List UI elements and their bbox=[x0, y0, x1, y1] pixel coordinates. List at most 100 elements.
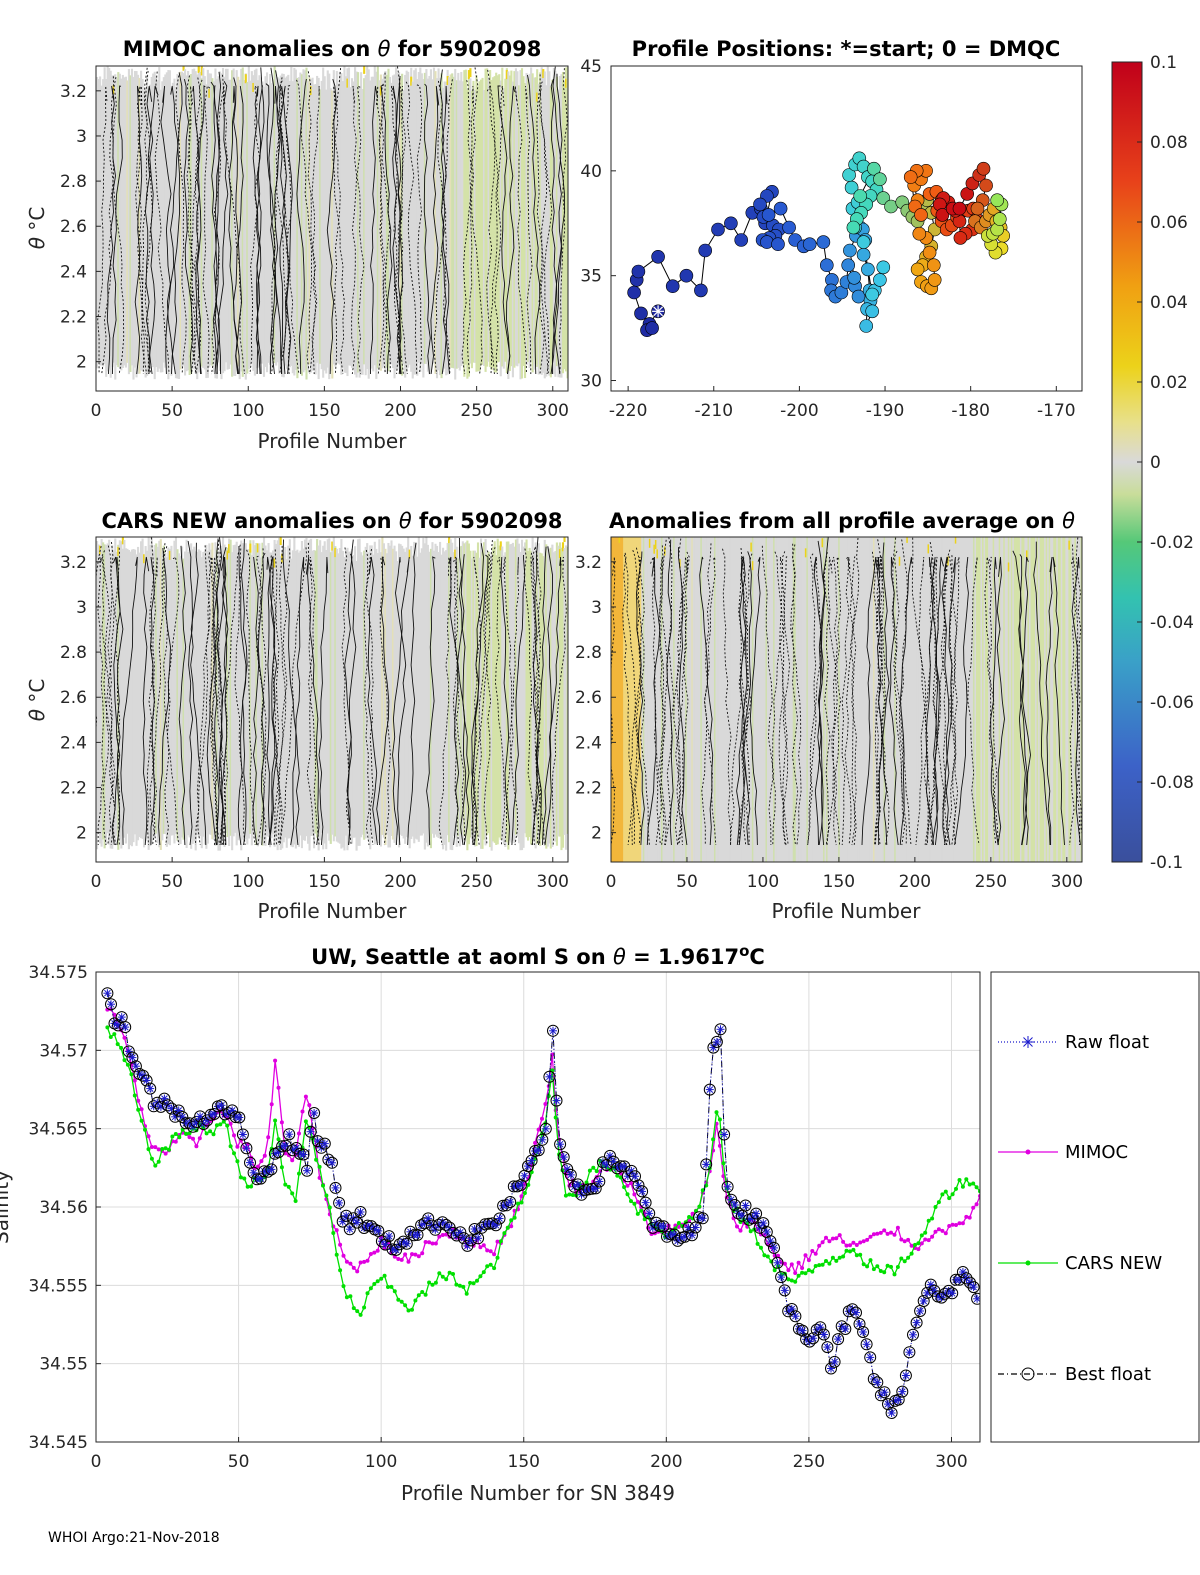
y-tick-label: 35 bbox=[580, 267, 602, 287]
profile-position bbox=[979, 178, 993, 193]
heat-cell bbox=[121, 548, 124, 837]
heat-cell bbox=[682, 537, 685, 862]
mimoc-point bbox=[717, 1143, 722, 1148]
cars-new-point bbox=[403, 1303, 408, 1308]
heat-cell bbox=[1069, 537, 1072, 862]
raw-float-point bbox=[702, 1161, 710, 1168]
contour-line bbox=[341, 547, 352, 846]
heat-cell bbox=[768, 537, 771, 862]
best-float-point bbox=[240, 1142, 253, 1155]
x-tick-label: 250 bbox=[793, 1452, 825, 1472]
heat-cell bbox=[275, 543, 278, 836]
start-marker bbox=[653, 306, 664, 317]
heat-cell bbox=[225, 68, 228, 363]
best-float-point bbox=[899, 1369, 912, 1382]
x-tick-label: -180 bbox=[951, 401, 990, 421]
raw-float-point bbox=[927, 1281, 935, 1288]
heat-cell bbox=[804, 537, 807, 862]
mimoc-point bbox=[303, 1094, 308, 1099]
heat-cell bbox=[1044, 537, 1047, 862]
contour-line bbox=[1072, 544, 1082, 838]
cars-new-point bbox=[584, 1180, 589, 1185]
contour-line bbox=[213, 556, 224, 846]
raw-float-point bbox=[517, 1181, 525, 1189]
raw-float-point bbox=[460, 1234, 468, 1242]
x-tick-label: 50 bbox=[161, 401, 183, 421]
contour-line bbox=[142, 556, 150, 846]
cars-new-point bbox=[108, 1035, 113, 1039]
mimoc-point bbox=[351, 1265, 356, 1270]
best-float-point bbox=[472, 1232, 485, 1245]
heat-cell bbox=[393, 545, 396, 843]
heat-cell bbox=[369, 80, 372, 370]
heat-cell bbox=[760, 537, 764, 862]
best-float-point bbox=[721, 1180, 734, 1193]
cars-new-point bbox=[279, 1165, 284, 1170]
heat-cell bbox=[680, 537, 683, 862]
heat-cell bbox=[539, 552, 542, 846]
heat-cell bbox=[525, 72, 528, 365]
mimoc-point bbox=[841, 1239, 846, 1244]
cars-new-point bbox=[618, 1175, 623, 1180]
heat-hot-cell bbox=[112, 85, 115, 95]
raw-float-point bbox=[891, 1397, 899, 1405]
heat-cell bbox=[819, 537, 823, 862]
heat-cell bbox=[704, 537, 708, 862]
heat-cell bbox=[422, 79, 425, 378]
heat-cell bbox=[366, 543, 369, 834]
heat-cell bbox=[513, 71, 516, 368]
heat-cell bbox=[520, 539, 524, 851]
best-float-point bbox=[425, 1219, 438, 1232]
mimoc-point bbox=[861, 1239, 866, 1244]
raw-float-point bbox=[243, 1144, 250, 1152]
heat-cell bbox=[311, 77, 314, 371]
heat-cell bbox=[522, 76, 525, 366]
cars-new-point bbox=[358, 1312, 363, 1317]
profile-position bbox=[841, 258, 856, 273]
best-float-point bbox=[122, 1045, 135, 1058]
heat-cell bbox=[912, 537, 915, 862]
heat-cell bbox=[563, 548, 566, 835]
heat-cell bbox=[130, 68, 134, 366]
heat-cell bbox=[221, 537, 225, 835]
mimoc-point bbox=[406, 1259, 411, 1264]
contour-line bbox=[101, 77, 117, 375]
heat-cell bbox=[635, 537, 638, 862]
heat-cell bbox=[270, 83, 273, 371]
heat-cell bbox=[659, 537, 662, 862]
contour-line bbox=[279, 80, 300, 375]
heat-cell bbox=[897, 537, 900, 862]
contour-line bbox=[506, 85, 516, 375]
heat-cell bbox=[361, 88, 364, 375]
heat-cell bbox=[372, 554, 375, 840]
mimoc-point bbox=[416, 1254, 421, 1259]
heat-cell bbox=[695, 537, 698, 862]
heat-cell bbox=[882, 537, 885, 862]
heat-cell bbox=[810, 537, 814, 862]
contour-line bbox=[252, 556, 260, 846]
heat-cell bbox=[839, 537, 842, 862]
best-float-point bbox=[147, 1100, 160, 1113]
heat-cell bbox=[1042, 537, 1045, 862]
heat-cell bbox=[331, 90, 334, 379]
heat-cell bbox=[644, 537, 647, 862]
mimoc-point bbox=[899, 1237, 904, 1242]
best-float-point bbox=[857, 1326, 870, 1338]
heat-cell bbox=[688, 537, 691, 862]
raw-float-point bbox=[781, 1287, 789, 1294]
heat-cell bbox=[156, 80, 159, 372]
raw-float-point bbox=[742, 1202, 749, 1209]
mimoc-point bbox=[878, 1230, 883, 1235]
cars-new-point bbox=[817, 1263, 822, 1268]
heat-cell bbox=[193, 68, 196, 362]
colorbar-tick-label: 0.08 bbox=[1150, 133, 1188, 153]
heat-cell bbox=[823, 537, 826, 862]
heat-cell bbox=[174, 86, 178, 379]
contour-line bbox=[929, 556, 949, 846]
heat-cell bbox=[205, 84, 208, 379]
best-float-point bbox=[832, 1333, 845, 1346]
raw-float-point bbox=[660, 1222, 667, 1230]
cars-new-point bbox=[615, 1173, 620, 1178]
cars-new-point bbox=[242, 1176, 247, 1181]
mimoc-point bbox=[492, 1252, 497, 1257]
